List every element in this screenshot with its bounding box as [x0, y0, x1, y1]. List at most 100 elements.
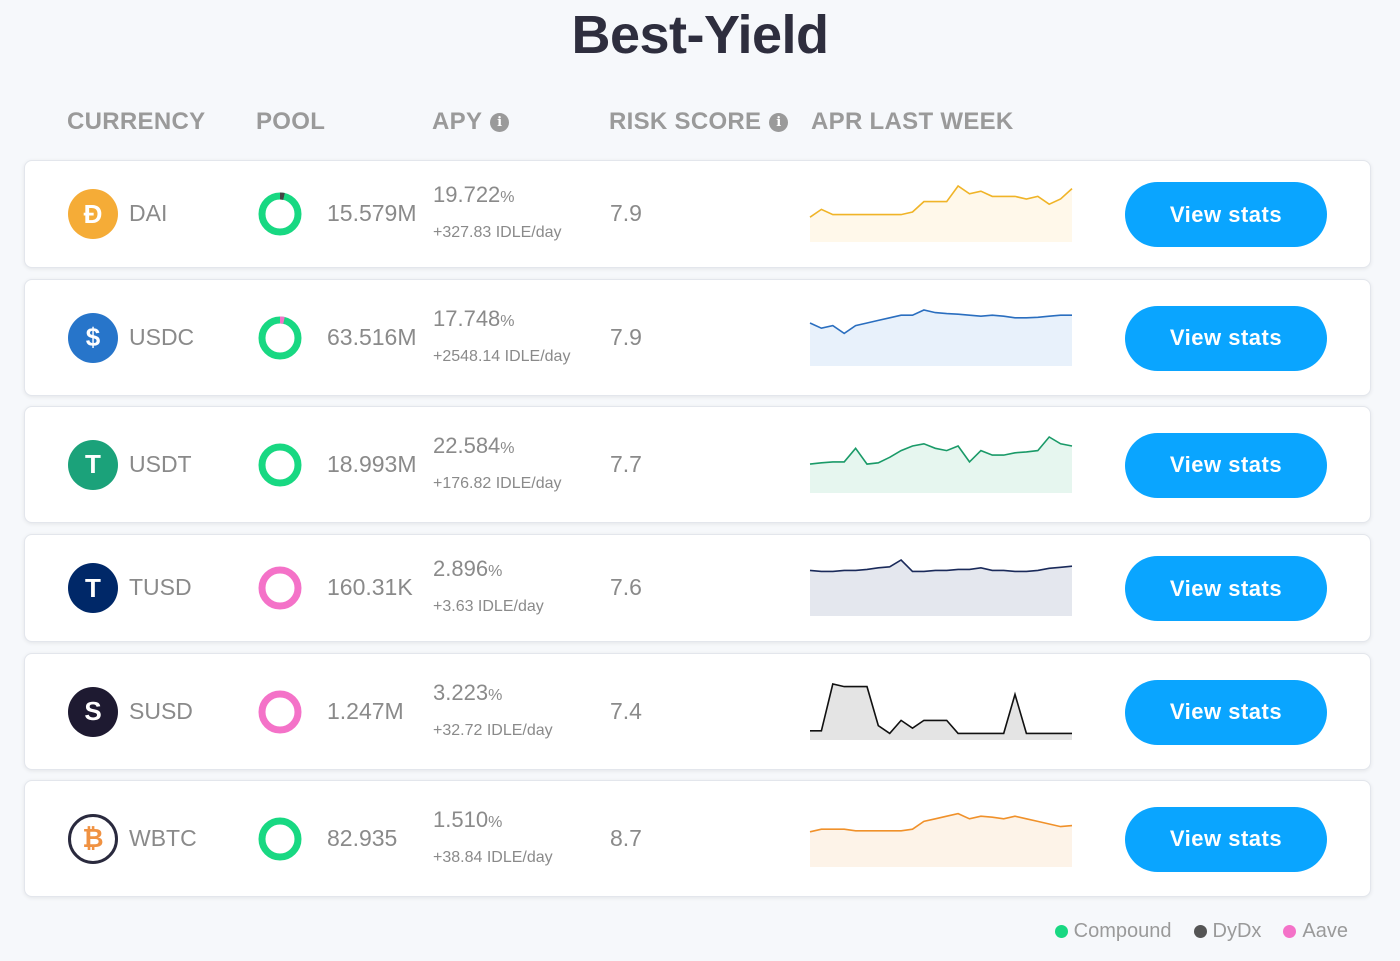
sparkline-area: [810, 309, 1072, 366]
apr-sparkline: [809, 308, 1072, 366]
apy-number: 2.896: [433, 556, 489, 581]
view-stats-button[interactable]: View stats: [1125, 806, 1327, 872]
sparkline-line: [809, 558, 1073, 573]
view-stats-button[interactable]: View stats: [1125, 679, 1327, 745]
currency-name: WBTC: [129, 824, 197, 851]
apy-number: 1.510: [433, 806, 489, 832]
legend-dot-icon: [1054, 925, 1068, 938]
currency-icon-usdt-icon: T: [68, 439, 118, 490]
sparkline-area: [810, 560, 1072, 616]
pool-donut-ring: [258, 690, 302, 733]
apy-unit: %: [500, 439, 515, 457]
header-risk-label: RISK SCORE: [609, 108, 762, 135]
header-apy: APY i: [432, 108, 510, 136]
header-apy-label: APY: [432, 108, 483, 135]
currency-icon-wbtc-icon: ₿: [68, 813, 118, 864]
apr-sparkline: [809, 184, 1073, 242]
pool-donut-chart: [258, 316, 302, 359]
apy-number: 22.584: [433, 432, 501, 458]
apy-info-icon[interactable]: i: [490, 112, 510, 132]
pool-donut-ring: [258, 817, 302, 860]
table-row: T TUSD 160.31K 2.896% +3.63 IDLE/day 7.6 View …: [24, 534, 1371, 642]
currency-name: USDT: [129, 450, 192, 477]
risk-score: 7.4: [610, 697, 642, 724]
header-pool: POOL: [256, 108, 326, 135]
currency-name: DAI: [129, 200, 168, 226]
risk-score: 7.9: [610, 200, 642, 226]
table-row: Đ DAI 15.579M 19.722% +327.83 IDLE/day 7.9 Vie…: [24, 160, 1371, 268]
apy-value: 22.584%: [433, 433, 515, 459]
sparkline-line: [809, 308, 1072, 334]
apy-value: 3.223%: [433, 680, 502, 706]
sparkline-line: [810, 682, 1072, 734]
legend-item: DyDx: [1193, 920, 1262, 943]
pool-donut-chart: [258, 443, 302, 486]
apr-sparkline: [809, 812, 1073, 867]
idle-per-day: +2548.14 IDLE/day: [433, 347, 571, 365]
idle-per-day: +38.84 IDLE/day: [433, 848, 553, 866]
sparkline-area: [810, 813, 1072, 867]
legend-dot-icon: [1193, 925, 1207, 938]
idle-per-day: +176.82 IDLE/day: [433, 474, 562, 492]
legend-label: Aave: [1302, 920, 1348, 942]
pool-value: 63.516M: [327, 323, 417, 350]
pool-donut-ring: [258, 566, 302, 610]
sparkline-line: [809, 435, 1073, 465]
currency-icon-susd-icon: S: [68, 686, 118, 737]
idle-per-day: +32.72 IDLE/day: [433, 721, 553, 739]
apr-sparkline: [809, 435, 1073, 493]
currency-name: USDC: [129, 323, 195, 350]
view-stats-button[interactable]: View stats: [1125, 182, 1327, 247]
apy-unit: %: [488, 563, 503, 580]
idle-per-day: +327.83 IDLE/day: [433, 224, 562, 241]
header-risk: RISK SCORE i: [609, 108, 789, 136]
table-row: $ USDC 63.516M 17.748% +2548.14 IDLE/day 7.9 V…: [24, 279, 1371, 396]
pool-donut-ring: [258, 192, 302, 236]
risk-score: 7.9: [610, 323, 642, 350]
header-currency: CURRENCY: [67, 108, 206, 135]
apy-number: 3.223: [433, 679, 489, 705]
table-row: S SUSD 1.247M 3.223% +32.72 IDLE/day 7.4 View …: [24, 653, 1371, 770]
view-stats-button[interactable]: View stats: [1125, 432, 1327, 498]
legend-dot-icon: [1283, 925, 1297, 938]
pool-value: 18.993M: [327, 450, 417, 477]
currency-icon-dai-icon: Đ: [68, 189, 118, 239]
legend-label: DyDx: [1212, 920, 1262, 942]
apy-number: 19.722: [433, 182, 501, 207]
apy-unit: %: [500, 189, 515, 206]
view-stats-button[interactable]: View stats: [1125, 556, 1327, 621]
currency-icon-tusd-icon: T: [68, 563, 118, 613]
apy-value: 1.510%: [433, 807, 502, 833]
legend-item: Aave: [1283, 920, 1348, 943]
apy-value: 19.722%: [433, 182, 515, 208]
apy-unit: %: [488, 813, 503, 831]
sparkline-line: [809, 812, 1073, 833]
table-header: CURRENCY POOL APY i RISK SCORE i APR LAS…: [0, 108, 1400, 138]
pool-donut-ring: [258, 316, 302, 359]
page-title: Best-Yield: [571, 5, 829, 65]
currency-name: SUSD: [129, 697, 193, 724]
risk-score: 8.7: [610, 824, 642, 851]
risk-score: 7.6: [610, 574, 642, 600]
pool-donut-chart: [258, 566, 302, 610]
legend-label: Compound: [1073, 920, 1172, 942]
pool-value: 1.247M: [327, 697, 404, 724]
header-apr: APR LAST WEEK: [811, 108, 1014, 135]
sparkline-line: [809, 184, 1073, 218]
pool-donut-ring: [258, 443, 302, 486]
apy-unit: %: [488, 686, 503, 704]
apr-sparkline: [809, 558, 1073, 616]
apy-value: 17.748%: [433, 306, 515, 332]
sparkline-area: [810, 436, 1072, 493]
sparkline-area: [810, 683, 1072, 740]
view-stats-button[interactable]: View stats: [1125, 305, 1327, 371]
risk-info-icon[interactable]: i: [769, 112, 789, 132]
apy-value: 2.896%: [433, 556, 502, 582]
table-row: ₿ WBTC 82.935 1.510% +38.84 IDLE/day 8.7 View …: [24, 780, 1371, 897]
pool-donut-chart: [258, 690, 302, 733]
table-row: T USDT 18.993M 22.584% +176.82 IDLE/day 7.7 Vi…: [24, 406, 1371, 523]
pool-value: 82.935: [327, 824, 398, 851]
apy-number: 17.748: [433, 305, 501, 331]
apr-sparkline: [810, 682, 1072, 740]
sparkline-area: [810, 186, 1072, 242]
